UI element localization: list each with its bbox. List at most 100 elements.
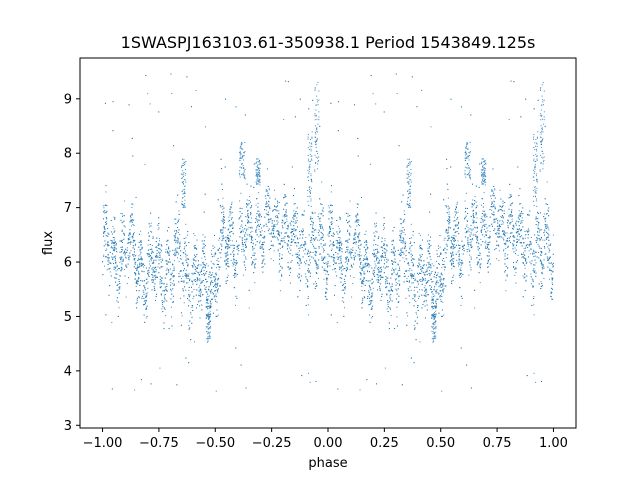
data-point — [511, 211, 513, 213]
data-point — [431, 299, 433, 301]
data-point — [224, 246, 226, 248]
data-point — [411, 273, 413, 275]
data-point — [347, 213, 349, 215]
data-point — [131, 214, 133, 216]
data-point — [128, 104, 130, 106]
data-point — [533, 295, 535, 297]
data-point — [339, 246, 341, 248]
data-point — [462, 249, 464, 251]
data-point — [126, 266, 128, 268]
data-point — [494, 221, 496, 223]
data-point — [214, 246, 216, 248]
data-point — [518, 229, 520, 231]
data-point — [141, 297, 143, 299]
data-point — [179, 241, 181, 243]
data-point — [226, 243, 228, 245]
data-point — [491, 213, 493, 215]
data-point — [139, 284, 141, 286]
data-point — [186, 254, 188, 256]
data-point — [502, 216, 504, 218]
data-point — [232, 265, 234, 267]
data-point — [446, 249, 448, 251]
data-point — [419, 264, 421, 266]
data-point — [341, 270, 343, 272]
data-point — [212, 293, 214, 295]
data-point — [375, 225, 377, 227]
data-point — [247, 210, 249, 212]
data-point — [192, 273, 194, 275]
data-point — [115, 270, 117, 272]
data-point — [198, 287, 200, 289]
data-point — [262, 251, 264, 253]
data-point — [355, 220, 357, 222]
data-point — [453, 237, 455, 239]
data-point — [368, 291, 370, 293]
data-point — [245, 241, 247, 243]
data-point — [175, 239, 177, 241]
data-point — [360, 273, 362, 275]
data-point — [110, 247, 112, 249]
data-point — [404, 245, 406, 247]
data-point — [493, 204, 495, 206]
data-point — [537, 226, 539, 228]
data-point — [292, 254, 294, 256]
data-point — [286, 227, 288, 229]
data-point — [132, 237, 134, 239]
data-point — [229, 211, 231, 213]
data-point — [355, 243, 357, 245]
data-point — [405, 275, 407, 277]
data-point — [258, 236, 260, 238]
data-point — [270, 233, 272, 235]
data-point — [189, 301, 191, 303]
data-point — [165, 274, 167, 276]
data-point — [283, 216, 285, 218]
data-point — [287, 224, 289, 226]
data-point — [187, 298, 189, 300]
data-point — [159, 253, 161, 255]
data-point — [105, 249, 107, 251]
data-point — [277, 250, 279, 252]
data-point — [499, 224, 501, 226]
data-point — [522, 226, 524, 228]
data-point — [334, 257, 336, 259]
data-point — [454, 232, 456, 234]
data-point — [288, 274, 290, 276]
data-point — [469, 261, 471, 263]
data-point — [171, 293, 173, 295]
data-point — [436, 250, 438, 252]
data-point — [252, 242, 254, 244]
data-point — [379, 270, 381, 272]
data-point — [360, 263, 362, 265]
data-point — [159, 367, 161, 369]
data-point — [317, 232, 319, 234]
data-point — [173, 266, 175, 268]
data-point — [326, 283, 328, 285]
data-point — [134, 389, 136, 391]
data-point — [510, 213, 512, 215]
data-point — [514, 274, 516, 276]
data-point — [194, 257, 196, 259]
data-point — [524, 267, 526, 269]
data-point — [466, 220, 468, 222]
data-point — [442, 291, 444, 293]
data-point — [496, 244, 498, 246]
data-point — [539, 259, 541, 261]
data-point — [103, 254, 105, 256]
data-point — [421, 270, 423, 272]
data-point — [494, 206, 496, 208]
data-point — [448, 223, 450, 225]
data-point — [339, 256, 341, 258]
data-point — [530, 249, 532, 251]
data-point — [372, 292, 374, 294]
data-point — [429, 274, 431, 276]
data-point — [143, 264, 145, 266]
data-point — [229, 246, 231, 248]
data-point — [459, 272, 461, 274]
data-point — [268, 204, 270, 206]
data-point — [263, 235, 265, 237]
data-point — [222, 223, 224, 225]
data-point — [246, 230, 248, 232]
data-point — [346, 260, 348, 262]
data-point — [497, 236, 499, 238]
data-point — [466, 224, 468, 226]
